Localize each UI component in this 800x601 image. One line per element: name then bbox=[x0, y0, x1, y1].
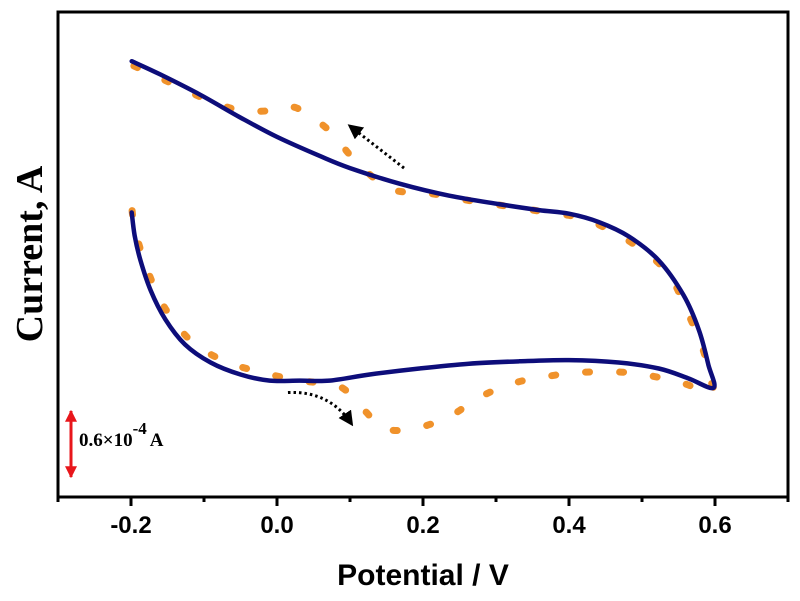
scale-bar-exponent: -4 bbox=[133, 419, 148, 438]
scale-bar: 0.6×10-4A bbox=[65, 409, 164, 479]
x-axis-label: Potential / V bbox=[337, 559, 509, 592]
x-tick-label: 0.0 bbox=[260, 512, 293, 539]
series-layer bbox=[128, 58, 718, 434]
x-tick-label: 0.6 bbox=[698, 512, 731, 539]
scale-bar-label: 0.6×10-4A bbox=[79, 419, 164, 451]
x-axis-tick-labels: -0.2 0.0 0.2 0.4 0.6 bbox=[110, 512, 731, 539]
x-axis-ticks bbox=[56, 497, 790, 506]
dashed-cv-curve bbox=[128, 62, 718, 434]
scale-bar-main: 0.6×10 bbox=[79, 430, 133, 451]
x-tick-label: 0.4 bbox=[552, 512, 586, 539]
x-tick-label: -0.2 bbox=[110, 512, 151, 539]
x-tick-label: 0.2 bbox=[406, 512, 439, 539]
annotation-layer bbox=[287, 124, 405, 427]
y-axis-label: Current, A bbox=[9, 165, 51, 342]
solid-cv-curve bbox=[129, 58, 717, 391]
scan-direction-arrow bbox=[287, 391, 354, 427]
scale-bar-unit: A bbox=[150, 430, 164, 451]
scan-direction-arrow bbox=[347, 124, 405, 170]
